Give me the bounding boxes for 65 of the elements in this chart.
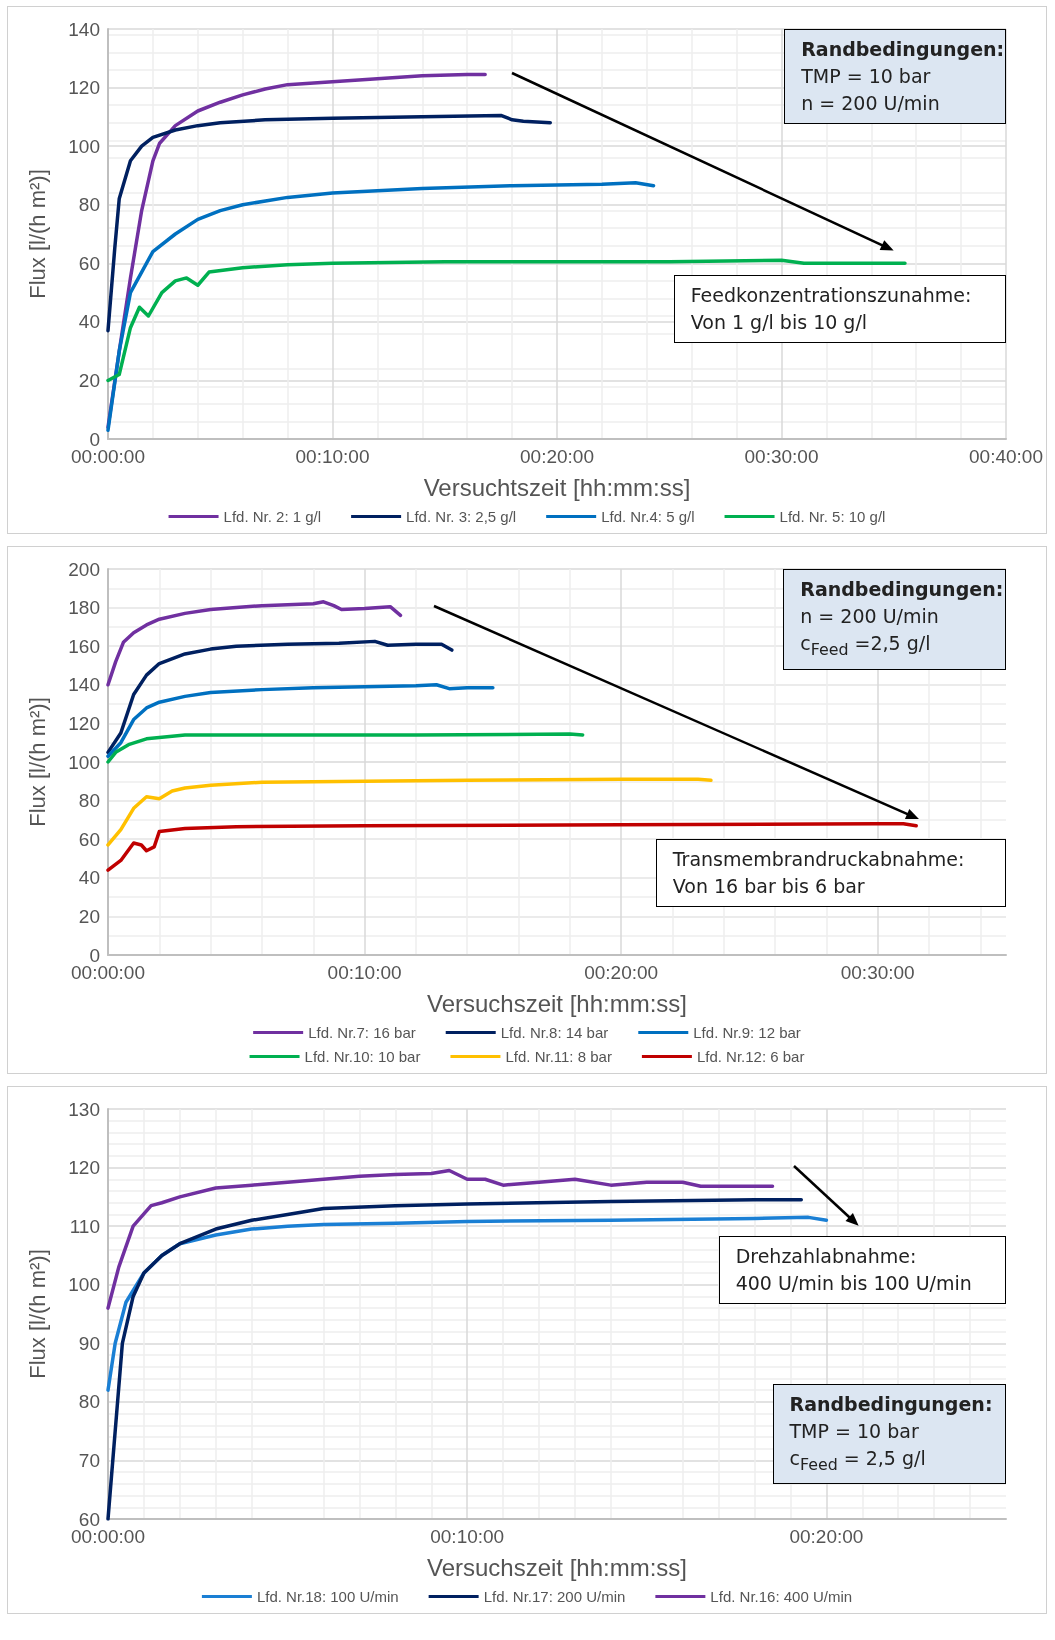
y-axis-title: Flux [l/(h m²)] [24, 1249, 50, 1379]
annotation: Feedkonzentrationszunahme: Von 1 g/l bis 10 g/l [690, 283, 973, 335]
y-tick-label: 100 [68, 135, 100, 157]
y-tick-label: 40 [78, 311, 100, 333]
y-tick-label: 130 [68, 1098, 100, 1120]
y-tick-label: 70 [78, 1449, 100, 1471]
legend-label: Lfd. Nr. 3: 2,5 g/l [406, 508, 517, 525]
x-axis-title: Versuchszeit [hh:mm:ss] [426, 989, 688, 1017]
y-tick-label: 140 [68, 674, 100, 696]
line-series [106, 683, 495, 758]
y-axis-title: Flux [l/(h m²)] [24, 169, 50, 299]
line-series [106, 600, 403, 687]
x-axis-title: Versuchtszeit [hh:mm:ss] [423, 473, 691, 501]
legend-label: Lfd. Nr.4: 5 g/l [601, 508, 695, 525]
x-tick-label: 00:10:00 [327, 962, 402, 983]
legend-label: Lfd. Nr. 2: 1 g/l [223, 508, 322, 525]
legend-label: Lfd. Nr. 5: 10 g/l [779, 508, 886, 525]
y-tick-label: 20 [78, 369, 100, 391]
annotation: Randbedingungen: TMP = 10 bar c$_{Feed}$ = 2,5 g/l [789, 1391, 993, 1476]
legend-label: Lfd. Nr.17: 200 U/min [483, 1588, 626, 1605]
y-tick-label: 120 [68, 712, 100, 734]
x-tick-label: 00:20:00 [789, 1526, 864, 1547]
y-tick-label: 120 [68, 1157, 100, 1179]
y-tick-label: 100 [68, 1274, 100, 1296]
y-tick-label: 90 [78, 1332, 100, 1354]
legend-label: Lfd. Nr.10: 10 bar [304, 1048, 421, 1065]
y-tick-label: 80 [78, 1391, 100, 1413]
annotation: Drehzahlabnahme: 400 U/min bis 100 U/min [735, 1244, 973, 1297]
x-tick-label: 00:10:00 [430, 1526, 505, 1547]
x-axis-title: Versuchszeit [hh:mm:ss] [426, 1553, 688, 1581]
line-series [106, 777, 713, 847]
x-tick-label: 00:10:00 [295, 446, 370, 467]
y-tick-label: 80 [78, 790, 100, 812]
line-series [106, 113, 553, 333]
legend-label: Lfd. Nr.7: 16 bar [308, 1024, 416, 1041]
y-tick-label: 160 [68, 635, 100, 657]
y-tick-label: 20 [78, 905, 100, 927]
y-tick-label: 120 [68, 77, 100, 99]
x-tick-label: 00:20:00 [584, 962, 659, 983]
annotation: Randbedingungen: TMP = 10 bar n = 200 U/min [801, 37, 1005, 116]
line-series [106, 732, 585, 764]
x-tick-label: 00:30:00 [744, 446, 819, 467]
x-tick-label: 00:40:00 [969, 446, 1043, 467]
legend-label: Lfd. Nr.16: 400 U/min [710, 1588, 853, 1605]
y-axis-title: Flux [l/(h m²)] [24, 697, 50, 827]
y-tick-label: 180 [68, 597, 100, 619]
y-tick-label: 100 [68, 751, 100, 773]
legend-label: Lfd. Nr.11: 8 bar [505, 1048, 612, 1065]
legend-label: Lfd. Nr.9: 12 bar [693, 1024, 801, 1041]
y-tick-label: 40 [78, 867, 100, 889]
y-tick-label: 60 [78, 828, 100, 850]
y-tick-label: 140 [68, 18, 100, 40]
annotation: Transmembrandruckabnahme: Von 16 bar bis 6 bar [672, 847, 966, 900]
legend-label: Lfd. Nr.12: 6 bar [696, 1048, 805, 1065]
annotation: Randbedingungen: n = 200 U/min c$_{Feed}$ =2,5 g/l [800, 577, 1004, 661]
y-tick-label: 60 [78, 252, 100, 274]
y-tick-label: 80 [78, 194, 100, 216]
legend-label: Lfd. Nr.8: 14 bar [500, 1024, 609, 1041]
line-series [106, 639, 454, 755]
y-tick-label: 110 [69, 1215, 100, 1237]
line-series [106, 181, 656, 432]
x-tick-label: 00:30:00 [840, 962, 915, 983]
legend-label: Lfd. Nr.18: 100 U/min [256, 1588, 399, 1605]
x-tick-label: 00:20:00 [520, 446, 594, 467]
y-tick-label: 200 [68, 558, 100, 580]
